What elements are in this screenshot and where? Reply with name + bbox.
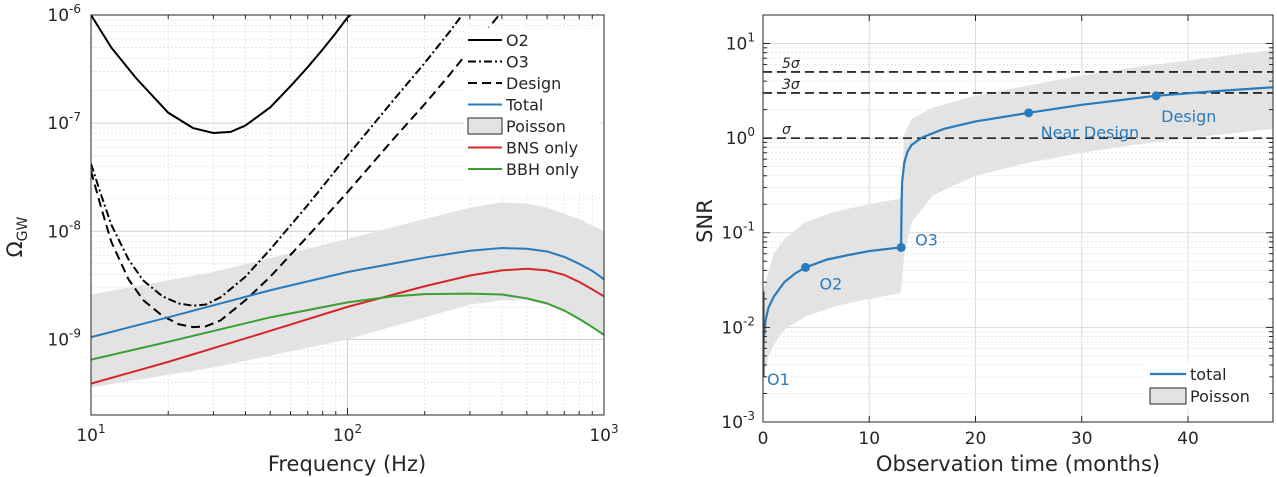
y-tick-label-10-9: 10-9	[47, 326, 81, 350]
left-poisson-band	[91, 202, 604, 388]
marker-label-near-design: Near Design	[1041, 123, 1140, 142]
right-plot-frame	[762, 14, 1274, 423]
snr-chart: 5σ 3σ σ O1 O2 O3 Near Design Design 0 10 20 30 40 1…	[693, 14, 1274, 476]
left-x-axis-label: Frequency (Hz)	[268, 452, 426, 476]
series-line-total	[763, 86, 1273, 346]
series-line-design	[91, 15, 500, 329]
marker-label-o3: O3	[915, 230, 938, 249]
right-x-axis-label: Observation time (months)	[876, 452, 1160, 476]
threshold-label-3: 3σ	[782, 77, 801, 93]
legend-item-o2: O2	[468, 31, 529, 50]
marker-label-o2: O2	[820, 274, 843, 293]
right-markers: O1 O2 O3 Near Design Design	[763, 91, 1216, 389]
series-line-o3	[91, 15, 463, 307]
marker-near-design	[1024, 108, 1034, 118]
series-line-o2	[91, 15, 352, 135]
threshold-label-5: 5σ	[782, 56, 801, 72]
legend-item-poisson: Poisson	[467, 117, 566, 136]
threshold-label-: σ	[782, 122, 792, 138]
left-tick-labels: 101 102 103 10-9 10-8 10-7 10-6	[47, 2, 618, 446]
right-poisson-band	[763, 50, 1273, 377]
svg-text:ΩGW: ΩGW	[3, 216, 31, 257]
legend-item-design: Design	[468, 74, 561, 93]
marker-o2	[801, 262, 810, 272]
series-line-bbh-only	[91, 292, 604, 361]
x-tick-label-101: 101	[76, 422, 105, 446]
legend-label-poisson: Poisson	[1190, 387, 1250, 406]
series-line-total	[91, 247, 604, 339]
y-tick-label-100: 100	[726, 125, 755, 149]
legend-label-o3: O3	[506, 53, 529, 72]
omega-gw-chart: 101 102 103 10-9 10-8 10-7 10-6 Frequency (Hz)…	[3, 2, 619, 476]
series-line-bns-only	[91, 267, 604, 385]
legend-label-bns-only: BNS only	[506, 139, 578, 158]
y-tick-label-101: 101	[726, 30, 755, 54]
left-y-axis-label: ΩGW	[3, 216, 31, 257]
marker-label-o1: O1	[767, 370, 790, 389]
y-tick-label-10-7: 10-7	[47, 110, 81, 134]
right-tick-labels: 0 10 20 30 40 10-3 10-2 10-1 100 101	[721, 30, 1198, 449]
legend-label-design: Design	[506, 74, 561, 93]
left-legend-box	[464, 27, 601, 190]
x-tick-label-102: 102	[333, 422, 362, 446]
legend-label-total: Total	[505, 96, 543, 115]
x-tick-label-30: 30	[1071, 429, 1093, 449]
marker-label-design: Design	[1161, 107, 1216, 126]
legend-item-total: Total	[468, 96, 543, 115]
legend-item-poisson: Poisson	[1149, 387, 1250, 406]
legend-label-poisson: Poisson	[506, 117, 566, 136]
left-series-lines	[91, 15, 604, 385]
x-tick-label-0: 0	[758, 429, 769, 449]
right-series-lines	[763, 86, 1273, 346]
right-legend: total Poisson	[1146, 361, 1270, 409]
left-legend: O2 O3 Design Total Poisson BNS only BBH only	[464, 27, 601, 190]
left-y-axis-label-subscript: GW	[15, 216, 31, 241]
y-tick-label-10-1: 10-1	[721, 220, 755, 244]
left-tick-marks	[90, 15, 593, 415]
right-threshold-lines: 5σ 3σ σ	[763, 56, 1273, 139]
y-tick-label-10-2: 10-2	[721, 314, 755, 338]
y-tick-label-10-6: 10-6	[47, 2, 81, 26]
x-tick-label-40: 40	[1177, 429, 1199, 449]
legend-item-bbh-only: BBH only	[468, 160, 579, 179]
right-tick-marks	[762, 14, 1273, 423]
legend-item-bns-only: BNS only	[468, 139, 578, 158]
legend-item-total: total	[1150, 365, 1227, 384]
legend-label-total: total	[1190, 365, 1227, 384]
legend-label-o2: O2	[506, 31, 529, 50]
left-y-axis-label-symbol: Ω	[3, 241, 27, 257]
y-tick-label-10-3: 10-3	[721, 409, 755, 433]
marker-o3	[896, 242, 906, 252]
y-tick-label-10-8: 10-8	[47, 218, 81, 242]
x-tick-label-20: 20	[965, 429, 987, 449]
right-y-axis-label: SNR	[693, 199, 717, 243]
x-tick-label-10: 10	[858, 429, 880, 449]
x-tick-label-103: 103	[589, 422, 618, 446]
marker-design	[1151, 91, 1161, 101]
legend-item-o3: O3	[468, 53, 529, 72]
legend-label-bbh-only: BBH only	[506, 160, 579, 179]
